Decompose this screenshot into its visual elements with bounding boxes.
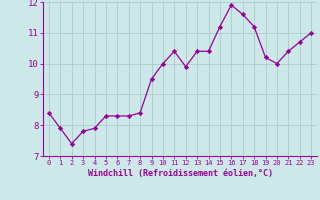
X-axis label: Windchill (Refroidissement éolien,°C): Windchill (Refroidissement éolien,°C) xyxy=(87,169,273,178)
